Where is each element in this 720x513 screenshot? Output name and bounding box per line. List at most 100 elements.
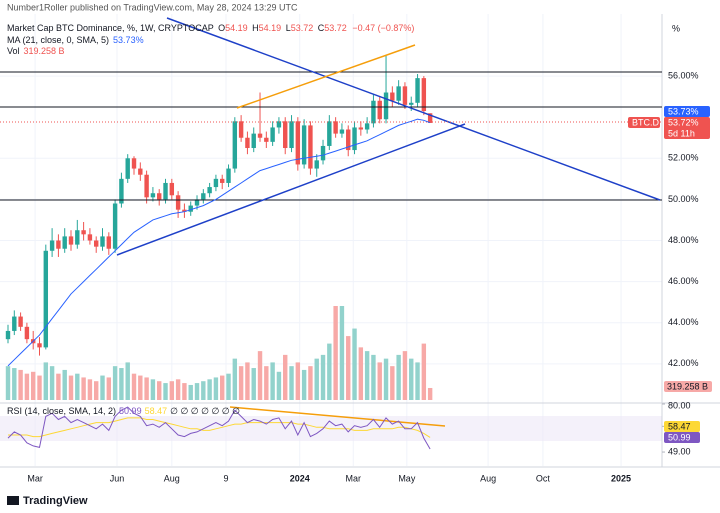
volume-bar [220,375,225,400]
ohlc-label: L [286,23,291,33]
grid [0,14,662,466]
volume-bar [390,366,395,400]
volume-bar [283,354,288,400]
rsi-ma-line [8,417,431,438]
volume-bar [125,362,130,400]
ma-tag-text: 53.73% [668,106,699,116]
vol-legend: Vol 319.258 B [7,46,65,56]
volume-bar [327,343,332,400]
ma-value: 53.73% [113,35,144,45]
candle-body [150,193,156,198]
candle-body [56,240,61,249]
unit: % [672,23,680,33]
candle-body [213,178,219,188]
ohlc-value: 54.19 [225,23,248,33]
volume-bar [163,383,168,400]
rsi-ma-tag-text: 58.47 [668,421,691,431]
trend-line [116,123,466,256]
volume-bar [421,343,427,400]
candle-body [94,240,99,247]
volume-bar [87,379,93,400]
candle-body [87,234,93,241]
volume-bar [226,373,231,400]
rsi-title: RSI (14, close, SMA, 14, 2) [7,406,116,416]
volume-bar [56,373,61,400]
candle-body [421,78,427,112]
ohlc-label: H [252,23,259,33]
candle-body [188,205,193,212]
candle-body [12,316,17,331]
volume-bar [100,375,105,400]
volume-bar [257,351,263,400]
rsi-extra: ∅ ∅ ∅ ∅ ∅ ∅ ∅ [170,406,240,416]
symbol-tag [628,117,660,128]
candle-body [207,187,212,194]
logo [7,496,19,505]
ma-tag [664,106,710,117]
ma-title: MA (21, close, 0, SMA, 5) [7,35,109,45]
candle-body [352,127,357,151]
candle-body [295,121,301,165]
y-tick-label: 52.00% [668,153,699,163]
candle-body [112,203,118,249]
volume-bar [5,366,11,400]
volume-bar [207,379,212,400]
volume-bar [264,366,269,400]
ma-legend: MA (21, close, 0, SMA, 5) 53.73% [7,35,144,45]
vol-title: Vol [7,46,20,56]
volume-bar [18,369,23,400]
volume-bar [106,377,112,400]
indicator-lines [7,118,431,450]
volume-bar [383,358,389,400]
legend-line: Market Cap BTC Dominance, %, 1W, CRYPTOC… [7,23,414,33]
volume-bar [346,336,351,400]
candle-body [320,145,326,161]
x-tick-label: Mar [346,473,362,483]
rsi-ma-tag [664,421,700,432]
volume-bar [30,371,36,400]
volume-bar [62,369,67,400]
volume-bar [131,373,137,400]
candle-body [409,102,414,105]
axes: Mar Jun Aug 9 2024 Mar May Aug Oct 2025 56.00% 52.0… [27,70,698,483]
rsi-trend-line [229,406,446,427]
candle-body [43,250,49,348]
candle-body [327,121,332,146]
candle-body [68,236,74,245]
volume-bar [43,362,49,400]
candle-body [138,168,143,175]
candle-body [232,121,238,169]
volume-bar [157,381,162,400]
y-tick-label: 42.00% [668,358,699,368]
candle-body [333,121,338,134]
candle-body [18,316,23,327]
candle-body [245,137,250,149]
volume-bar [75,373,80,400]
volume-pane [5,306,433,400]
candle-body [169,182,175,196]
vol-tag [664,381,712,392]
candle-body [383,92,389,120]
trend-line [166,17,661,201]
ohlc-value: 53.72 [324,23,347,33]
x-tick-label: Aug [480,473,496,483]
ohlc-label: C [318,23,325,33]
rsi-line [7,406,431,450]
volume-bar [371,354,376,400]
volume-bar [12,368,17,400]
volume-bar [276,371,282,400]
rsi-legend: RSI (14, close, SMA, 14, 2) 50.99 58.47 ∅ ∅… [7,406,240,416]
ohlc-label: O [218,23,225,33]
candle-body [364,123,370,130]
footer: TradingView [23,495,88,507]
candle-body [163,182,168,200]
candle-body [264,137,269,142]
candle-body [346,129,351,151]
volume-bar [24,373,30,400]
countdown: 5d 11h [668,128,695,138]
candle-body [283,121,288,149]
volume-bar [112,366,118,400]
y-tick-label: 44.00% [668,317,699,327]
x-tick-label: Oct [536,473,551,483]
candle-body [339,129,345,134]
